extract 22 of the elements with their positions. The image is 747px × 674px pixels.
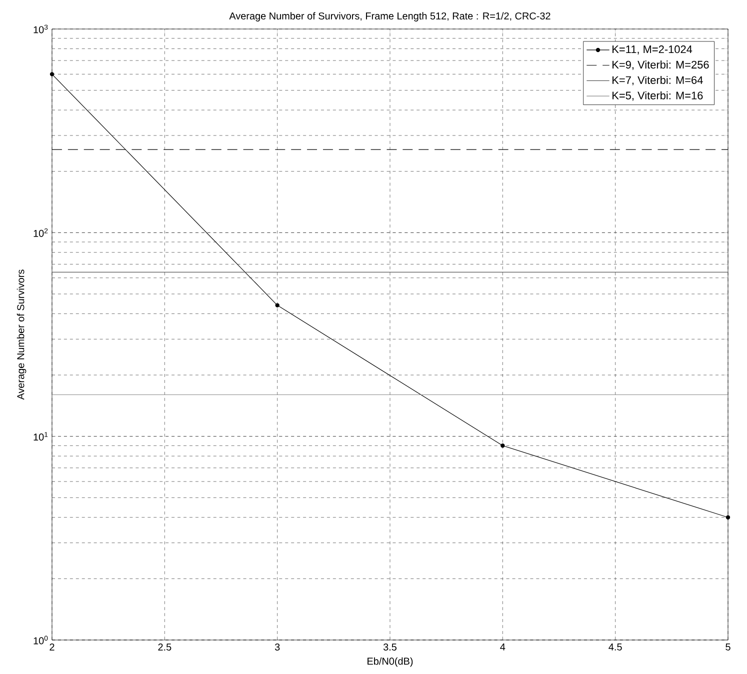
- x-axis-title: Eb/N0(dB): [368, 657, 413, 667]
- x-tick-label: 4: [500, 644, 506, 650]
- legend-label: K=7, Viterbi: M=64: [612, 76, 703, 86]
- x-tick-label: 3.5: [383, 644, 397, 651]
- y-tick-label: 10$^{0}$: [34, 636, 48, 644]
- legend-label: K=9, Viterbi: M=256: [612, 60, 709, 70]
- x-tick-label: 4.5: [608, 644, 622, 650]
- chart-title: Average Number of Survivors, Frame Length 512, Rate : R=1/2, CRC-32: [229, 12, 550, 22]
- y-tick-label: 10$^{3}$: [34, 24, 48, 34]
- point: [500, 444, 505, 448]
- y-tick-label: 10$^{1}$: [34, 432, 48, 441]
- point: [50, 72, 54, 76]
- point: [275, 303, 280, 308]
- y-axis-title: Average Number of Survivors: [16, 270, 26, 400]
- y-tick-label: 10$^{2}$: [34, 228, 48, 237]
- point: [726, 515, 730, 520]
- legend-label: K=5, Viterbi: M=16: [612, 91, 703, 101]
- x-tick-label: 2: [50, 644, 54, 650]
- x-tick-label: 5: [726, 644, 730, 650]
- legend-label: K=11, M=2-1024: [612, 45, 692, 54]
- x-tick-label: 3: [274, 644, 280, 651]
- x-tick-label: 2.5: [158, 644, 172, 651]
